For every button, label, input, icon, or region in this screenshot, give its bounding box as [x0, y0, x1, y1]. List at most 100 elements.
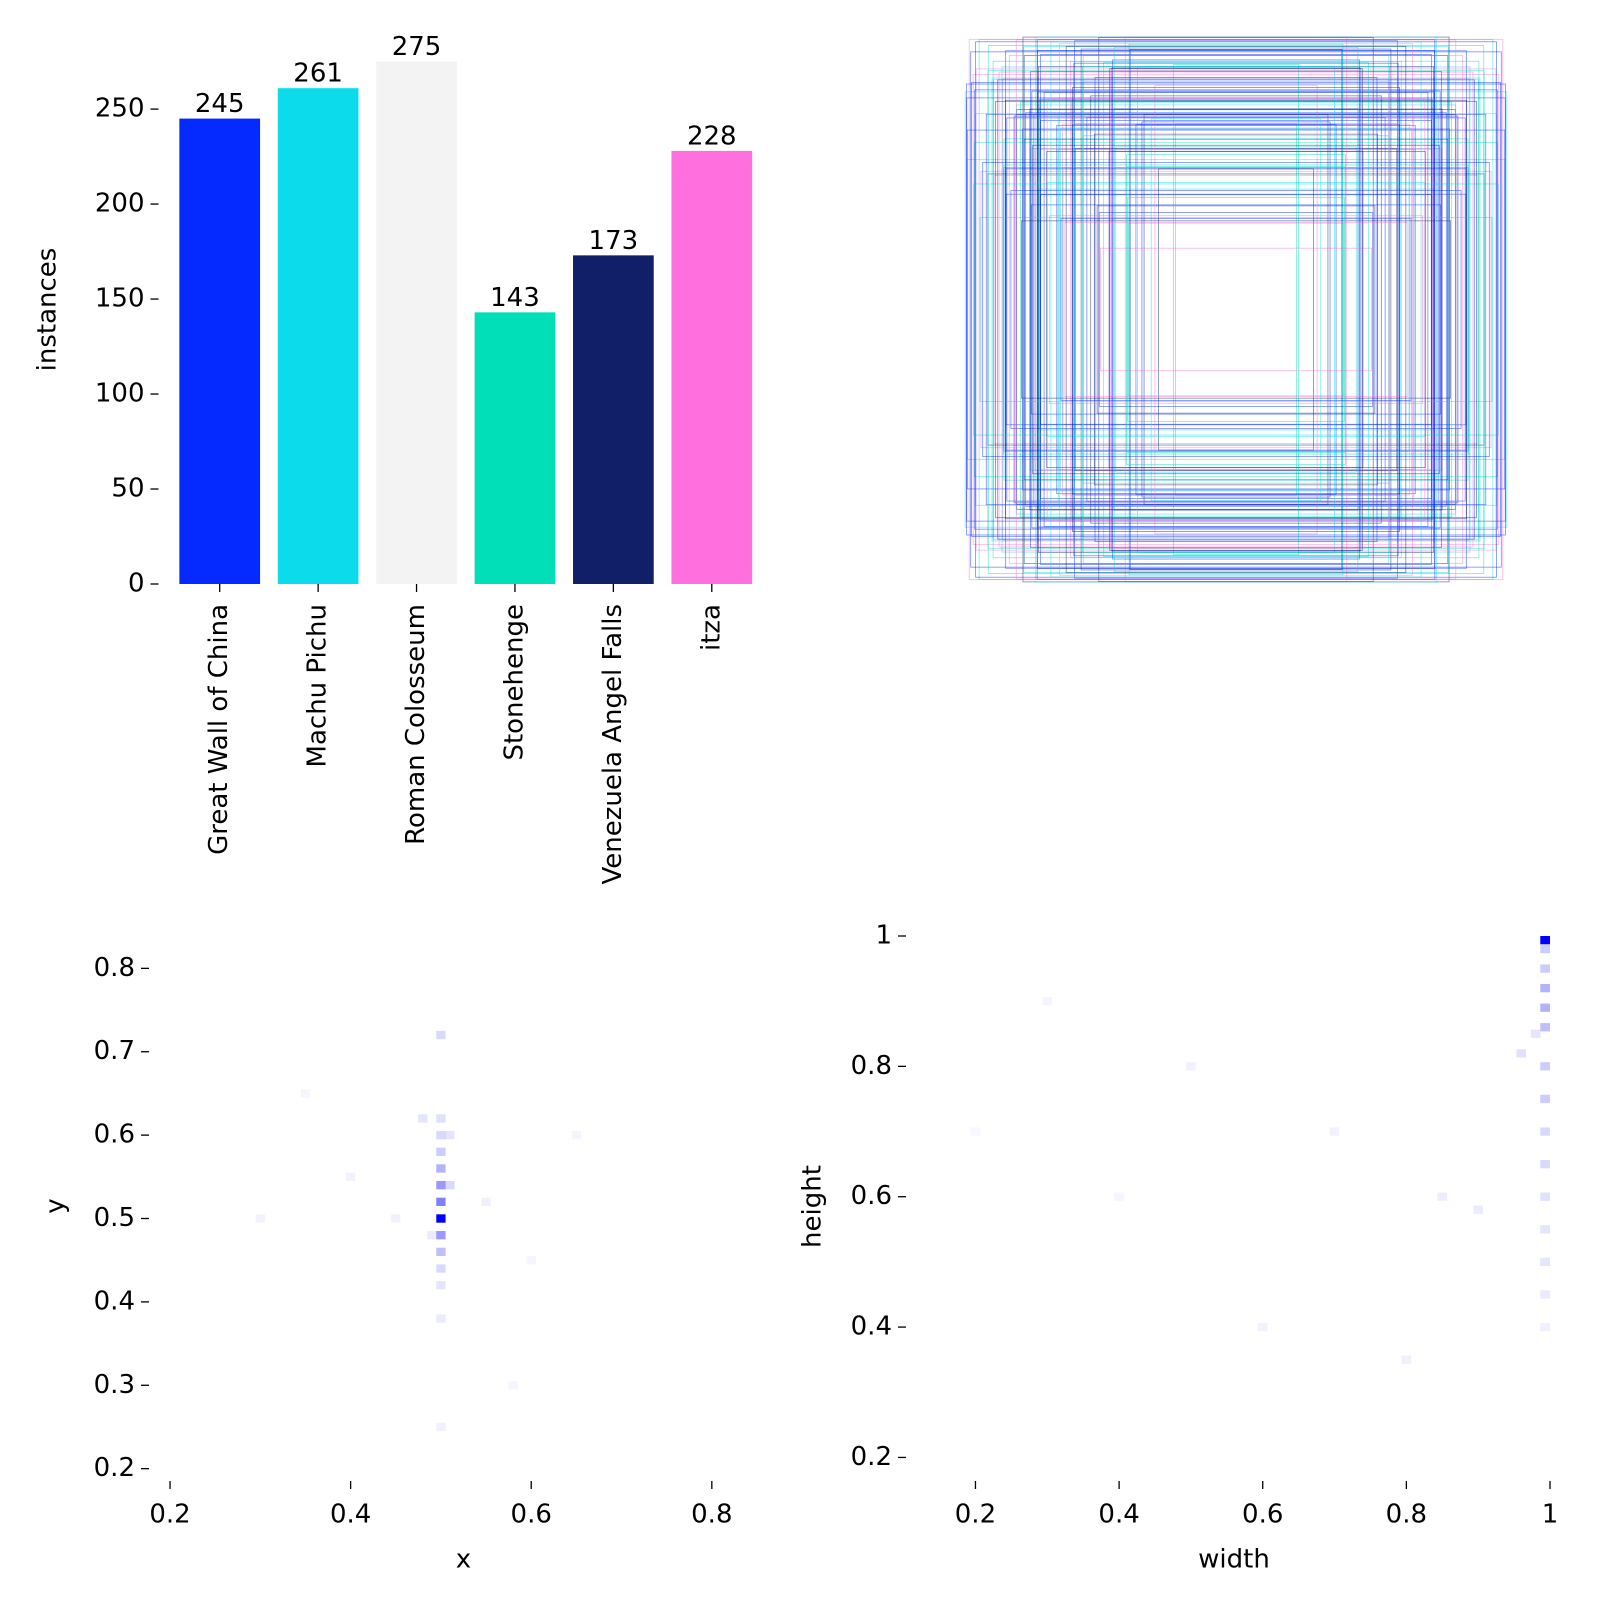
heat-cell: [255, 1214, 265, 1223]
label-box: [1150, 117, 1322, 502]
heat-cell: [1540, 964, 1550, 973]
label-box: [1037, 91, 1435, 528]
label-box: [1096, 205, 1376, 414]
x-tick-label: itza: [696, 604, 726, 651]
x-tick-label: 0.4: [1098, 1500, 1139, 1530]
y-axis-label: instances: [33, 248, 63, 372]
label-box: [1072, 124, 1400, 495]
label-box: [993, 174, 1479, 445]
y-tick-label: 250: [95, 94, 145, 124]
y-tick-label: 0.6: [851, 1181, 892, 1211]
label-box: [1039, 194, 1433, 425]
heat-cell: [1114, 1192, 1124, 1201]
label-box: [1023, 54, 1449, 565]
label-box: [1056, 124, 1416, 495]
value-label: 228: [687, 121, 737, 151]
label-box: [1141, 121, 1331, 498]
y-tick-label: 0.3: [94, 1370, 135, 1400]
label-box: [966, 129, 1506, 490]
label-box: [1100, 247, 1372, 372]
x-tick-label: Machu Pichu: [303, 604, 333, 767]
label-box: [1060, 218, 1412, 401]
label-box: [1112, 59, 1360, 560]
label-box: [1094, 76, 1378, 543]
heat-cell: [1540, 1192, 1550, 1201]
label-box: [997, 79, 1475, 540]
label-box: [1158, 168, 1314, 451]
label-box: [1103, 62, 1369, 557]
label-box: [974, 89, 1498, 530]
value-label: 143: [490, 283, 540, 313]
label-box: [1074, 147, 1398, 472]
label-box: [1043, 92, 1429, 527]
label-box: [991, 77, 1481, 542]
heat-cell: [1540, 1290, 1550, 1299]
heat-cell: [526, 1256, 536, 1265]
heat-cell: [1540, 1094, 1550, 1104]
label-box: [975, 68, 1497, 551]
label-box: [1025, 112, 1447, 507]
label-box: [1015, 114, 1457, 505]
x-tick-label: 0.8: [1386, 1500, 1427, 1530]
heat-cell: [436, 1164, 446, 1173]
label-box: [1109, 70, 1363, 549]
label-box: [1109, 68, 1363, 551]
label-box: [1049, 215, 1423, 404]
label-box: [1029, 108, 1443, 511]
heat-cell: [1540, 944, 1550, 954]
heat-cell: [300, 1089, 311, 1098]
heat-cell: [436, 1214, 446, 1223]
label-box: [1059, 127, 1413, 492]
label-box: [966, 83, 1506, 536]
heat-cell: [436, 1114, 446, 1123]
x-tick-label: 0.6: [1242, 1500, 1283, 1530]
heat-cell: [445, 1180, 455, 1190]
label-box: [1093, 133, 1379, 486]
heat-cell: [1540, 1003, 1550, 1012]
heat-cell: [1530, 1029, 1541, 1038]
y-tick-label: 0: [128, 569, 145, 599]
label-box: [1023, 138, 1449, 481]
bar: [573, 255, 654, 584]
heat-cell: [481, 1197, 491, 1206]
heat-cell: [1042, 997, 1053, 1006]
label-box: [1127, 197, 1345, 422]
heat-cell: [436, 1147, 446, 1156]
heat-cell: [1473, 1205, 1484, 1214]
label-box: [1014, 116, 1458, 503]
y-tick-label: 0.8: [94, 953, 135, 983]
heat-cell: [1540, 1225, 1550, 1234]
x-tick-label: Venezuela Angel Falls: [598, 604, 628, 885]
y-tick-label: 150: [95, 284, 145, 314]
label-box: [1031, 90, 1441, 529]
heat-cell: [508, 1381, 518, 1390]
label-box: [1175, 123, 1297, 496]
label-box: [1030, 70, 1442, 549]
label-box: [1154, 84, 1318, 535]
label-box: [1013, 115, 1459, 504]
bar: [179, 118, 261, 584]
x-tick-label: 1: [1542, 1500, 1559, 1530]
label-box: [1072, 86, 1400, 533]
y-tick-label: 1: [875, 921, 892, 951]
label-box: [1057, 149, 1415, 470]
y-tick-label: 0.6: [94, 1120, 135, 1150]
heat-cell: [1540, 1257, 1550, 1267]
y-axis-label: y: [41, 1198, 71, 1213]
heat-cell: [1329, 1127, 1340, 1136]
label-box: [1046, 151, 1426, 468]
x-tick-label: 0.4: [330, 1500, 371, 1530]
y-tick-label: 100: [95, 379, 145, 409]
label-box: [1143, 113, 1329, 506]
heat-cell: [571, 1130, 582, 1140]
label-box: [1010, 190, 1462, 429]
label-box: [1135, 123, 1337, 496]
label-box: [1008, 55, 1464, 564]
x-tick-label: 0.2: [149, 1500, 190, 1530]
label-box: [1062, 167, 1410, 452]
label-box: [1137, 65, 1335, 554]
label-box: [1005, 99, 1467, 520]
heat-cell: [1401, 1355, 1412, 1364]
heat-cell: [1437, 1192, 1448, 1201]
label-box: [1113, 46, 1359, 573]
